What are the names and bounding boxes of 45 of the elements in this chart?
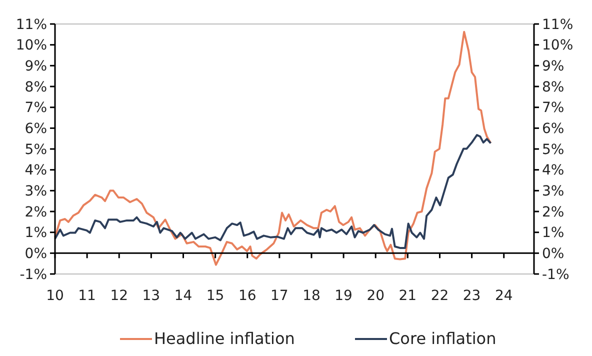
y-tick-label: 6% (24, 121, 47, 138)
x-tick-label: 21 (398, 288, 417, 304)
x-tick-label: 11 (78, 288, 96, 304)
y-tick-label: 9% (24, 58, 47, 75)
x-tick-label: 14 (174, 288, 192, 304)
y-tick-label: 0% (24, 246, 47, 262)
legend-label: Headline inflation (154, 329, 295, 348)
y-tick-label: 7% (24, 100, 47, 116)
x-tick-label: 12 (110, 288, 128, 304)
y2-tick-label: 2% (542, 204, 564, 220)
y2-tick-label: 0% (542, 246, 564, 262)
line-series (54, 30, 492, 266)
y2-tick-label: 7% (542, 100, 564, 116)
y2-tick-label: -1% (542, 266, 570, 283)
y2-tick-label: 9% (542, 58, 564, 75)
y-tick-label: 1% (24, 225, 47, 242)
y-tick-label: 8% (24, 79, 47, 96)
x-tick-label: 18 (302, 288, 320, 304)
y2-tick-label: 8% (542, 79, 564, 96)
y-tick-label: 4% (24, 162, 47, 179)
line-series (54, 134, 492, 249)
x-tick-label: 13 (142, 288, 160, 304)
x-tick-label: 22 (430, 288, 449, 304)
x-tick-label: 20 (366, 288, 385, 304)
y-tick-label: -1% (20, 266, 47, 283)
y-tick-label: 10% (16, 38, 47, 54)
y-tick-label: 11% (16, 16, 47, 33)
y2-tick-label: 6% (542, 121, 564, 138)
legend-label: Core inflation (389, 329, 496, 348)
x-tick-label: 19 (334, 288, 352, 304)
y2-tick-label: 4% (542, 162, 564, 179)
y2-tick-label: 11% (542, 16, 574, 33)
x-tick-label: 17 (270, 288, 288, 304)
y2-tick-label: 10% (542, 38, 574, 54)
y-tick-label: 5% (24, 142, 47, 158)
y-tick-label: 3% (24, 184, 47, 200)
y2-tick-label: 1% (542, 225, 564, 242)
y-tick-label: 2% (24, 204, 47, 220)
x-tick-label: 15 (206, 288, 224, 304)
y2-tick-label: 3% (542, 184, 564, 200)
x-tick-label: 23 (462, 288, 481, 304)
x-tick-label: 16 (238, 288, 256, 304)
y2-tick-label: 5% (542, 142, 564, 158)
x-tick-label: 10 (46, 288, 64, 304)
x-tick-label: 24 (494, 288, 513, 304)
